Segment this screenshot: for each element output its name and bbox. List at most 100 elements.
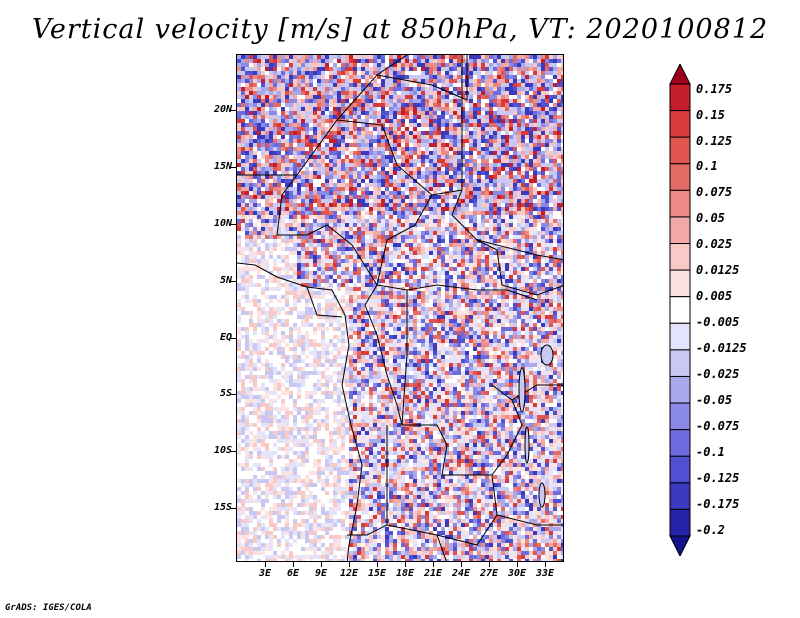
lon-label-18e: 18E: [395, 568, 415, 579]
lon-tick: [461, 562, 462, 567]
lon-label-15e: 15E: [367, 568, 387, 579]
border-line: [237, 262, 363, 561]
map-panel: [236, 54, 564, 562]
colorbar-label: 0.125: [696, 134, 733, 148]
colorbar-label: -0.0125: [696, 341, 747, 355]
lat-label-eq: EQ: [219, 332, 232, 343]
lon-label-9e: 9E: [314, 568, 328, 579]
lon-tick: [489, 562, 490, 567]
border-line: [276, 174, 378, 286]
lon-tick: [545, 562, 546, 567]
lon-label-33e: 33E: [535, 568, 555, 579]
lake: [518, 367, 526, 413]
colorbar-swatch: [669, 83, 691, 112]
lat-tick: [230, 394, 236, 395]
lat-tick: [230, 110, 236, 111]
colorbar-label: -0.2: [696, 523, 725, 537]
lat-label-10n: 10N: [213, 218, 232, 229]
colorbar-label: -0.075: [696, 419, 740, 433]
colorbar-swatch: [669, 482, 691, 510]
lon-label-24e: 24E: [451, 568, 471, 579]
lon-tick: [349, 562, 350, 567]
colorbar-swatch: [669, 429, 691, 457]
colorbar-label: 0.075: [696, 185, 733, 199]
border-line: [451, 189, 563, 296]
border-line: [386, 514, 498, 546]
colorbar-label: -0.125: [696, 471, 740, 485]
lon-tick: [293, 562, 294, 567]
lon-label-12e: 12E: [339, 568, 359, 579]
lat-label-10s: 10S: [213, 445, 232, 456]
colorbar-label: 0.025: [696, 237, 733, 251]
lat-tick: [230, 451, 236, 452]
colorbar-swatch: [669, 243, 691, 271]
border-line: [436, 534, 447, 561]
colorbar-swatch: [669, 216, 691, 245]
colorbar-label: -0.1: [696, 445, 725, 459]
colorbar-swatch: [669, 110, 691, 138]
colorbar-label: -0.025: [696, 367, 740, 381]
colorbar-label: -0.175: [696, 497, 740, 511]
lake: [524, 426, 530, 464]
colorbar-swatch: [669, 375, 691, 404]
colorbar-swatch: [669, 455, 691, 484]
country-borders: [237, 55, 563, 561]
border-line: [347, 425, 388, 536]
colorbar-swatch: [669, 136, 691, 165]
lon-label-3e: 3E: [258, 568, 272, 579]
lat-label-15n: 15N: [213, 161, 232, 172]
lon-label-6e: 6E: [286, 568, 300, 579]
map-title: Vertical velocity [m/s] at 850hPa, VT: 2…: [31, 14, 769, 45]
colorbar-swatch: [669, 64, 691, 85]
colorbar-label: 0.005: [696, 289, 733, 303]
colorbar-swatch: [669, 349, 691, 377]
lat-tick: [230, 338, 236, 339]
lake: [538, 482, 546, 508]
border-line: [491, 384, 563, 526]
lat-label-15s: 15S: [213, 502, 232, 513]
vertical-velocity-field: [237, 55, 563, 561]
colorbar-swatch: [669, 189, 691, 218]
lat-tick: [230, 224, 236, 225]
border-line: [364, 304, 403, 426]
lon-label-30e: 30E: [507, 568, 527, 579]
colorbar-label: 0.05: [696, 211, 725, 225]
colorbar-label: 0.15: [696, 108, 725, 122]
lon-label-21e: 21E: [423, 568, 443, 579]
border-line: [306, 286, 343, 318]
border-line: [364, 194, 433, 306]
lon-tick: [321, 562, 322, 567]
border-line: [376, 284, 538, 301]
border-line: [401, 290, 492, 476]
colorbar-swatch: [669, 163, 691, 191]
border-line: [476, 239, 563, 261]
lat-label-5n: 5N: [219, 275, 232, 286]
border-line: [376, 55, 468, 101]
colorbar-swatch: [669, 402, 691, 431]
lat-tick: [230, 508, 236, 509]
colorbar-swatch: [669, 322, 691, 351]
lon-tick: [265, 562, 266, 567]
lon-tick: [433, 562, 434, 567]
lat-label-20n: 20N: [213, 104, 232, 115]
colorbar-swatch: [669, 296, 691, 324]
colorbar-label: 0.175: [696, 82, 733, 96]
lat-tick: [230, 281, 236, 282]
colorbar-label: -0.005: [696, 315, 740, 329]
colorbar-label: -0.05: [696, 393, 733, 407]
field-cells: [237, 55, 563, 561]
colorbar-swatch: [669, 269, 691, 298]
lon-tick: [405, 562, 406, 567]
lat-tick: [230, 167, 236, 168]
footer-credit: GrADS: IGES/COLA: [5, 603, 92, 613]
colorbar-swatch: [669, 508, 691, 537]
lon-label-27e: 27E: [479, 568, 499, 579]
lake: [540, 344, 554, 366]
colorbar: [669, 64, 691, 556]
lon-tick: [517, 562, 518, 567]
colorbar-swatch: [669, 535, 691, 556]
colorbar-label: 0.0125: [696, 263, 740, 277]
lat-label-5s: 5S: [219, 388, 232, 399]
colorbar-label: 0.1: [696, 159, 718, 173]
lon-tick: [377, 562, 378, 567]
